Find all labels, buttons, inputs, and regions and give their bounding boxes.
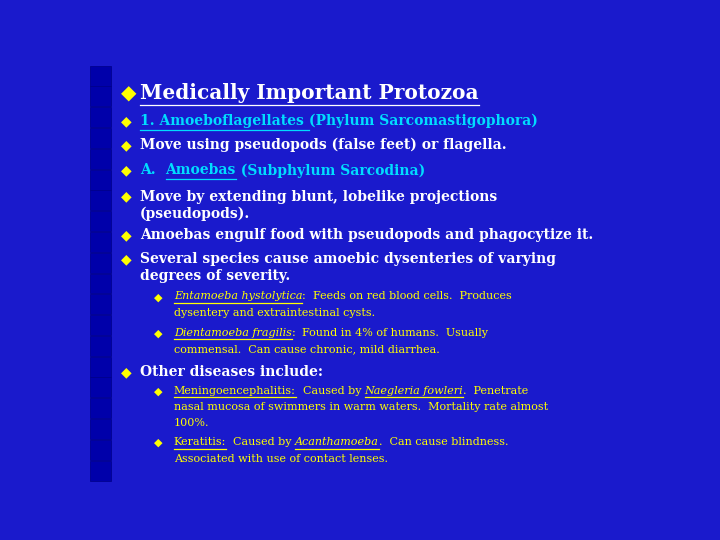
Bar — [90, 336, 111, 356]
Text: .  Can cause blindness.: . Can cause blindness. — [379, 437, 508, 447]
Text: Keratitis:: Keratitis: — [174, 437, 226, 447]
Bar — [90, 377, 111, 397]
Text: nasal mucosa of swimmers in warm waters.  Mortality rate almost: nasal mucosa of swimmers in warm waters.… — [174, 402, 548, 413]
Text: commensal.  Can cause chronic, mild diarrhea.: commensal. Can cause chronic, mild diarr… — [174, 344, 439, 354]
Text: ◆: ◆ — [121, 138, 131, 152]
Text: (Subphylum Sarcodina): (Subphylum Sarcodina) — [236, 163, 426, 178]
Bar — [90, 149, 111, 168]
Bar — [90, 66, 111, 85]
Text: ◆: ◆ — [121, 252, 131, 266]
Text: Caused by: Caused by — [226, 437, 295, 447]
Text: 1. Amoeboflagellates: 1. Amoeboflagellates — [140, 114, 309, 128]
Bar — [90, 128, 111, 148]
Text: ◆: ◆ — [121, 83, 136, 103]
Text: Meningoencephalitis:: Meningoencephalitis: — [174, 386, 296, 396]
Text: Acanthamoeba: Acanthamoeba — [295, 437, 379, 447]
Bar — [90, 419, 111, 439]
Text: Found in 4% of humans.  Usually: Found in 4% of humans. Usually — [295, 328, 488, 338]
Bar — [90, 86, 111, 106]
Bar — [90, 211, 111, 231]
Text: Amoebas engulf food with pseudopods and phagocytize it.: Amoebas engulf food with pseudopods and … — [140, 228, 593, 242]
Text: ◆: ◆ — [121, 190, 131, 204]
Text: ◆: ◆ — [154, 386, 163, 397]
Bar — [90, 315, 111, 335]
Bar — [90, 357, 111, 377]
Text: 100%.: 100%. — [174, 418, 210, 428]
Text: (pseudopods).: (pseudopods). — [140, 206, 251, 220]
Text: Other diseases include:: Other diseases include: — [140, 365, 323, 379]
Bar — [90, 399, 111, 418]
Text: Amoebas: Amoebas — [166, 163, 236, 177]
Text: Entamoeba hystolytica: Entamoeba hystolytica — [174, 292, 302, 301]
Text: Move using pseudopods (false feet) or flagella.: Move using pseudopods (false feet) or fl… — [140, 138, 507, 152]
Text: Move by extending blunt, lobelike projections: Move by extending blunt, lobelike projec… — [140, 190, 498, 204]
Text: Medically Important Protozoa: Medically Important Protozoa — [140, 83, 479, 103]
Text: Naegleria fowleri: Naegleria fowleri — [364, 386, 463, 396]
Text: dysentery and extraintestinal cysts.: dysentery and extraintestinal cysts. — [174, 308, 375, 318]
Text: ◆: ◆ — [154, 292, 163, 302]
Text: ◆: ◆ — [154, 328, 163, 339]
Text: Associated with use of contact lenses.: Associated with use of contact lenses. — [174, 454, 387, 463]
Bar — [90, 232, 111, 252]
Bar — [90, 274, 111, 294]
Bar — [90, 170, 111, 190]
Bar — [90, 440, 111, 460]
Text: ◆: ◆ — [121, 365, 131, 379]
Text: :: : — [302, 292, 306, 301]
Text: Dientamoeba fragilis: Dientamoeba fragilis — [174, 328, 292, 338]
Text: degrees of severity.: degrees of severity. — [140, 268, 290, 282]
Bar — [90, 253, 111, 273]
Text: A.: A. — [140, 163, 166, 177]
Text: :: : — [292, 328, 295, 338]
Text: Caused by: Caused by — [296, 386, 364, 396]
Text: ◆: ◆ — [121, 114, 131, 128]
Text: Feeds on red blood cells.  Produces: Feeds on red blood cells. Produces — [306, 292, 512, 301]
Bar — [90, 107, 111, 127]
Bar — [90, 461, 111, 481]
Text: .  Penetrate: . Penetrate — [463, 386, 528, 396]
Bar — [90, 191, 111, 210]
Text: ◆: ◆ — [121, 163, 131, 177]
Text: (Phylum Sarcomastigophora): (Phylum Sarcomastigophora) — [309, 114, 538, 129]
Text: ◆: ◆ — [154, 437, 163, 448]
Text: ◆: ◆ — [121, 228, 131, 242]
Text: Several species cause amoebic dysenteries of varying: Several species cause amoebic dysenterie… — [140, 252, 557, 266]
Bar — [90, 294, 111, 314]
